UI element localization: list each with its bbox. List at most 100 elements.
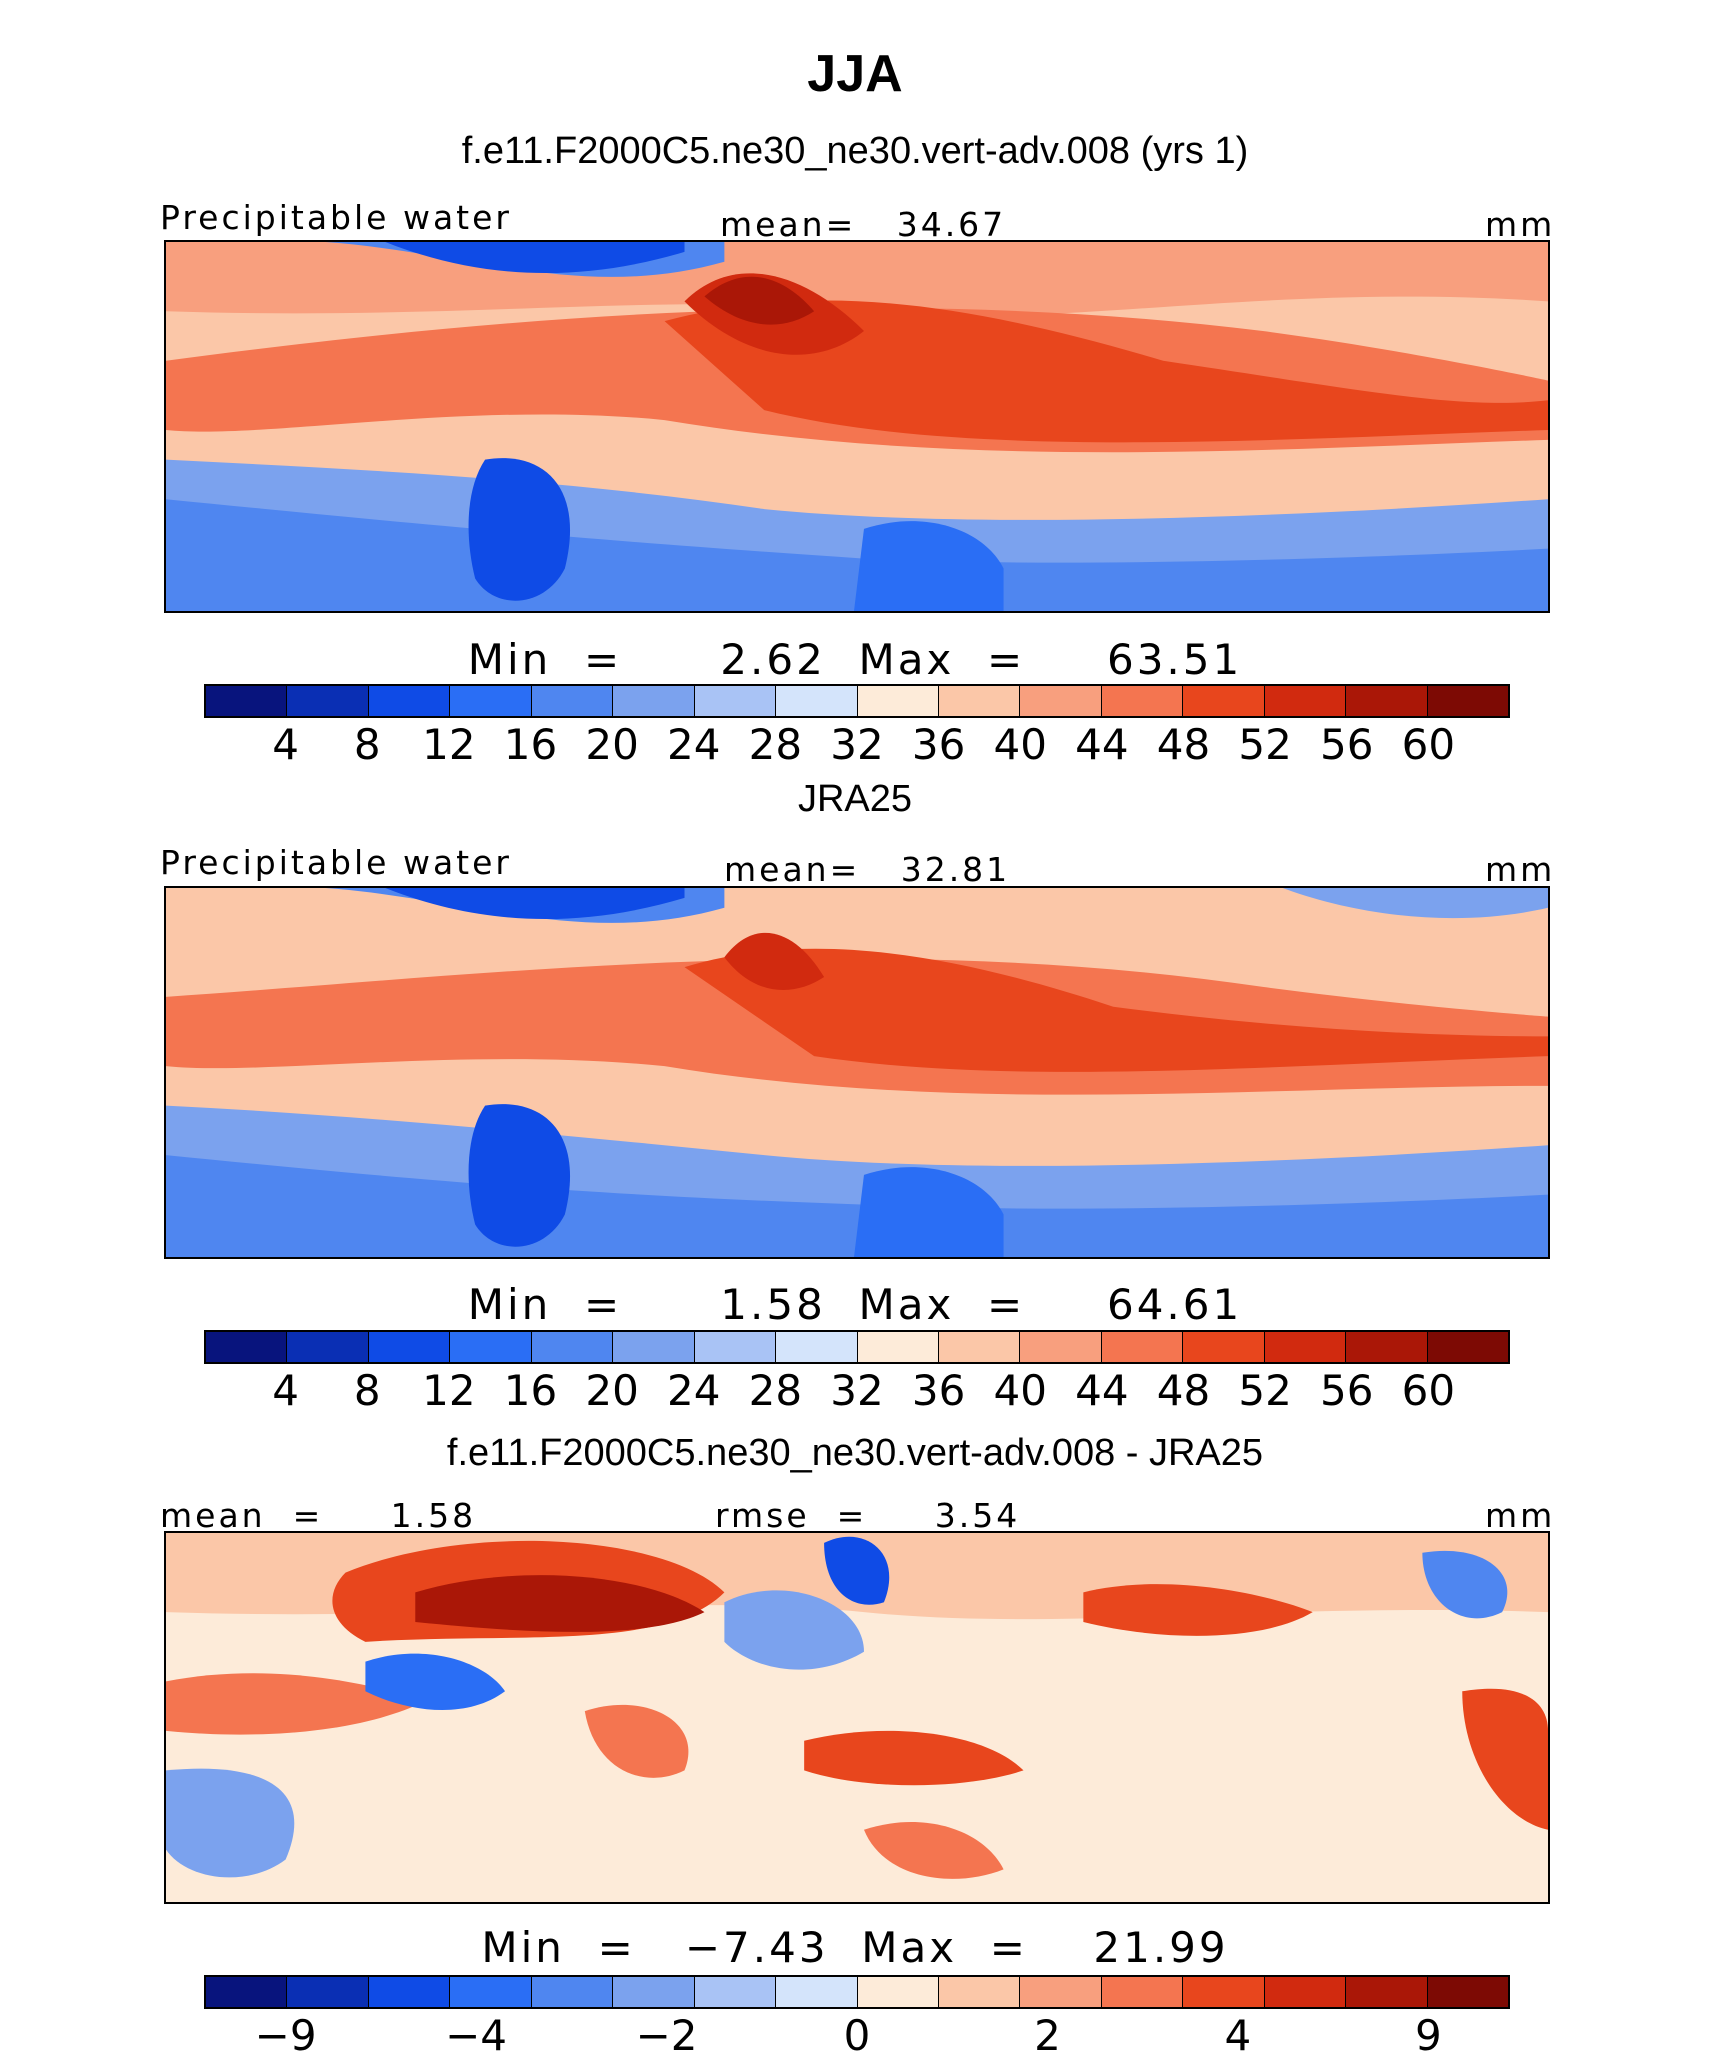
- colorbar-tick-label: 44: [1075, 1366, 1129, 1415]
- panel-1-mean-label: mean= 34.67: [720, 205, 1007, 244]
- colorbar-tick-label: 40: [993, 1366, 1047, 1415]
- colorbar-tick-label: 9: [1415, 2011, 1442, 2060]
- panel-3-rmse-label: rmse = 3.54: [715, 1496, 1021, 1535]
- colorbar-swatch: [776, 1332, 858, 1362]
- panel-1-tick-labels: 4 8 12 16 20 24 28 32 36 40 44 48 52 56 60: [204, 720, 1510, 769]
- colorbar-swatch: [938, 686, 1021, 716]
- colorbar-swatch: [1183, 686, 1265, 716]
- colorbar-tick-label: 24: [667, 1366, 721, 1415]
- panel-3-tick-labels: −9 −4 −2 0 2 4 9: [204, 2011, 1510, 2060]
- colorbar-swatch: [613, 1332, 695, 1362]
- colorbar-swatch: [368, 1332, 451, 1362]
- colorbar-tick-label: 20: [585, 720, 639, 769]
- colorbar-tick-label: 36: [911, 720, 966, 769]
- colorbar-swatch: [1264, 1332, 1347, 1362]
- colorbar-swatch: [1346, 1977, 1428, 2007]
- panel-1-units: mm: [1485, 205, 1556, 244]
- colorbar-tick-label: 16: [503, 1366, 558, 1415]
- colorbar-swatch: [1020, 1977, 1102, 2007]
- panel-2-units: mm: [1485, 850, 1556, 889]
- panel-1-left-label: Precipitable water: [160, 198, 512, 237]
- colorbar-swatch: [938, 1977, 1021, 2007]
- colorbar-tick-label: 4: [1224, 2011, 1252, 2060]
- colorbar-swatch: [694, 1332, 777, 1362]
- colorbar-swatch: [1101, 686, 1184, 716]
- colorbar-swatch: [450, 686, 532, 716]
- colorbar-swatch: [1101, 1332, 1184, 1362]
- colorbar-swatch: [531, 686, 614, 716]
- colorbar-tick-label: 4: [272, 720, 299, 769]
- panel-2-mean-label: mean= 32.81: [724, 850, 1011, 889]
- panel-1-minmax: Min = 2.62 Max = 63.51: [467, 635, 1243, 684]
- colorbar-tick-label: 60: [1401, 720, 1456, 769]
- colorbar-swatch: [1427, 686, 1508, 716]
- panel-2-tick-labels: 4 8 12 16 20 24 28 32 36 40 44 48 52 56 60: [204, 1366, 1510, 1415]
- colorbar-swatch: [694, 686, 777, 716]
- colorbar-swatch: [1427, 1977, 1508, 2007]
- colorbar-swatch: [1183, 1332, 1265, 1362]
- colorbar-swatch: [287, 1977, 369, 2007]
- colorbar-swatch: [287, 686, 369, 716]
- colorbar-swatch: [613, 686, 695, 716]
- panel-2-colorbar: [204, 1330, 1510, 1364]
- figure-title: JJA: [807, 45, 903, 103]
- panel-3-mean-label: mean = 1.58: [160, 1496, 477, 1535]
- colorbar-swatch: [776, 1977, 858, 2007]
- colorbar-swatch: [531, 1332, 614, 1362]
- colorbar-tick-label: 16: [503, 720, 558, 769]
- colorbar-swatch: [287, 1332, 369, 1362]
- colorbar-tick-label: 0: [843, 2011, 871, 2060]
- colorbar-tick-label: 8: [353, 720, 381, 769]
- panel-1-colorbar: [204, 684, 1510, 718]
- colorbar-tick-label: 52: [1238, 720, 1292, 769]
- colorbar-tick-label: 48: [1156, 720, 1211, 769]
- colorbar-swatch: [1183, 1977, 1265, 2007]
- colorbar-tick-label: 28: [748, 720, 803, 769]
- colorbar-tick-label: 24: [667, 720, 721, 769]
- colorbar-swatch: [938, 1332, 1021, 1362]
- colorbar-tick-label: 12: [422, 1366, 476, 1415]
- panel-2-title: JRA25: [797, 778, 913, 820]
- colorbar-tick-label: 52: [1238, 1366, 1292, 1415]
- colorbar-swatch: [1264, 1977, 1347, 2007]
- colorbar-swatch: [613, 1977, 695, 2007]
- panel-3-map: [164, 1531, 1550, 1904]
- colorbar-swatch: [1346, 686, 1428, 716]
- colorbar-swatch: [1427, 1332, 1508, 1362]
- colorbar-swatch: [1264, 686, 1347, 716]
- panel-3-minmax: Min = −7.43 Max = 21.99: [481, 1923, 1229, 1972]
- colorbar-tick-label: 28: [748, 1366, 803, 1415]
- panel-3-units: mm: [1485, 1496, 1556, 1535]
- colorbar-tick-label: 8: [353, 1366, 381, 1415]
- colorbar-swatch: [368, 686, 451, 716]
- panel-2-left-label: Precipitable water: [160, 843, 512, 882]
- colorbar-swatch: [857, 1977, 939, 2007]
- colorbar-swatch: [1020, 1332, 1102, 1362]
- colorbar-swatch: [450, 1977, 532, 2007]
- colorbar-swatch: [694, 1977, 777, 2007]
- colorbar-swatch: [1346, 1332, 1428, 1362]
- colorbar-swatch: [450, 1332, 532, 1362]
- panel-3-title: f.e11.F2000C5.ne30_ne30.vert-adv.008 - J…: [446, 1432, 1264, 1474]
- colorbar-tick-label: 44: [1075, 720, 1129, 769]
- panel-2-map: [164, 886, 1550, 1259]
- colorbar-swatch: [1101, 1977, 1184, 2007]
- colorbar-tick-label: −2: [635, 2011, 698, 2060]
- colorbar-swatch: [857, 686, 939, 716]
- colorbar-tick-label: 40: [993, 720, 1047, 769]
- colorbar-swatch: [1020, 686, 1102, 716]
- colorbar-swatch: [206, 1977, 288, 2007]
- colorbar-tick-label: 36: [911, 1366, 966, 1415]
- colorbar-tick-label: 4: [272, 1366, 299, 1415]
- colorbar-swatch: [206, 1332, 288, 1362]
- colorbar-tick-label: 56: [1320, 720, 1374, 769]
- colorbar-tick-label: 20: [585, 1366, 639, 1415]
- colorbar-swatch: [206, 686, 288, 716]
- colorbar-tick-label: 32: [830, 1366, 884, 1415]
- colorbar-tick-label: 12: [422, 720, 476, 769]
- colorbar-tick-label: 48: [1156, 1366, 1211, 1415]
- colorbar-tick-label: 2: [1034, 2011, 1061, 2060]
- panel-1-map: [164, 240, 1550, 613]
- colorbar-tick-label: −4: [445, 2011, 508, 2060]
- colorbar-tick-label: 32: [830, 720, 884, 769]
